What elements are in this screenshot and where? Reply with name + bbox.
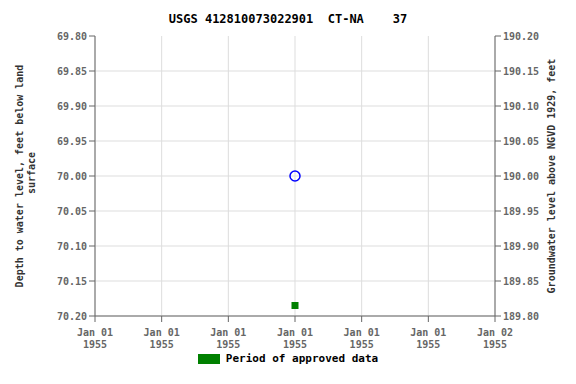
svg-text:69.90: 69.90 <box>57 101 87 112</box>
svg-text:Jan 021955: Jan 021955 <box>477 327 513 350</box>
html-text:USGS 412810073022901 CT-NA 37: USGS 412810073022901 CT-NA 37 <box>168 12 408 26</box>
svg-text:Jan 011955: Jan 011955 <box>344 327 380 350</box>
svg-text:70.20: 70.20 <box>57 311 87 322</box>
svg-text:189.95: 189.95 <box>503 206 539 217</box>
svg-text:Jan 011955: Jan 011955 <box>277 327 313 350</box>
svg-text:190.10: 190.10 <box>503 101 539 112</box>
svg-text:Jan 011955: Jan 011955 <box>77 327 113 350</box>
svg-text:Jan 011955: Jan 011955 <box>210 327 246 350</box>
svg-text:70.10: 70.10 <box>57 241 87 252</box>
svg-text:190.20: 190.20 <box>503 31 539 42</box>
svg-text:70.15: 70.15 <box>57 276 87 287</box>
svg-text:69.85: 69.85 <box>57 66 87 77</box>
svg-text:190.15: 190.15 <box>503 66 539 77</box>
svg-text:190.00: 190.00 <box>503 171 539 182</box>
svg-text:189.80: 189.80 <box>503 311 539 322</box>
svg-text:Jan 011955: Jan 011955 <box>144 327 180 350</box>
svg-text:Jan 011955: Jan 011955 <box>410 327 446 350</box>
svg-text:189.90: 189.90 <box>503 241 539 252</box>
svg-text:69.80: 69.80 <box>57 31 87 42</box>
html-text:Period of approved data: Period of approved data <box>225 352 379 365</box>
svg-text:190.05: 190.05 <box>503 136 539 147</box>
svg-text:69.95: 69.95 <box>57 136 87 147</box>
svg-text:70.00: 70.00 <box>57 171 87 182</box>
svg-text:189.85: 189.85 <box>503 276 539 287</box>
svg-text:Groundwater level above NGVD 1: Groundwater level above NGVD 1929, feet <box>546 59 557 294</box>
svg-text:Depth to water level, feet bel: Depth to water level, feet below land su… <box>14 65 37 288</box>
svg-text:70.05: 70.05 <box>57 206 87 217</box>
